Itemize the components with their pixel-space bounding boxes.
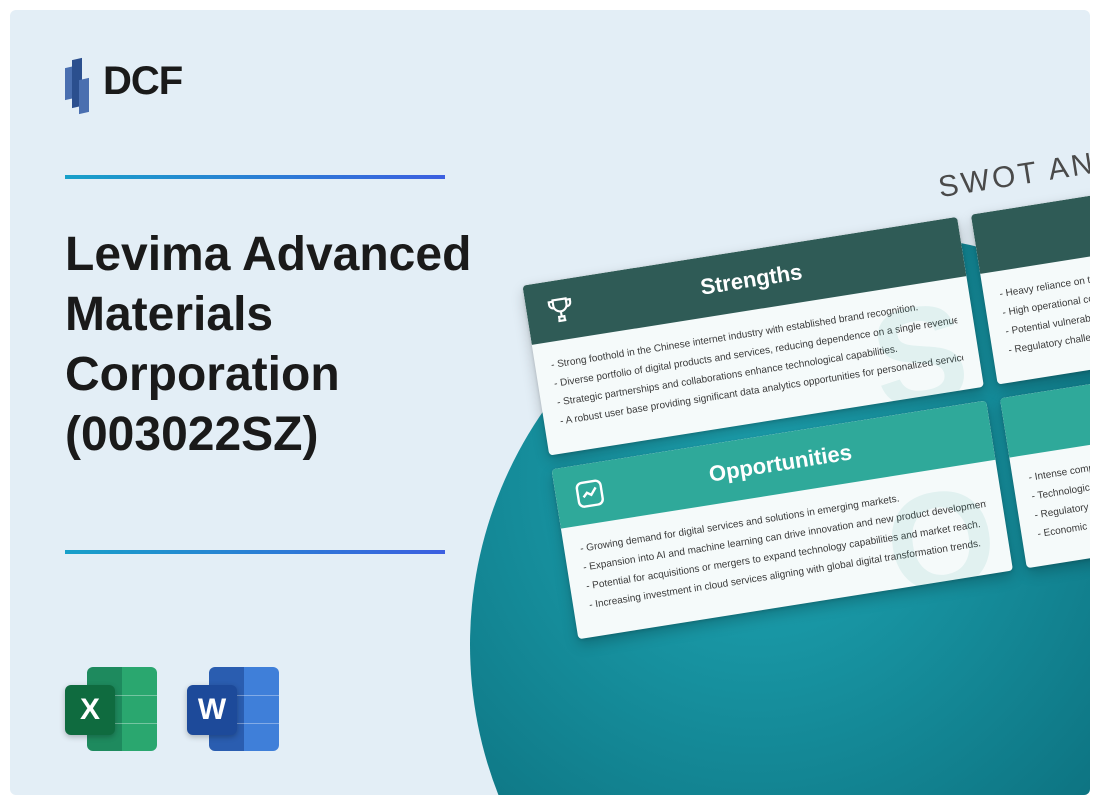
content-card: DCF Levima Advanced Materials Corporatio… [10,10,1090,795]
divider-bottom [65,550,445,554]
word-file-icon: W [187,663,279,755]
trophy-icon [542,292,579,329]
page-title: Levima Advanced Materials Corporation (0… [65,225,495,465]
swot-threats-panel: - Intense competition - Technological di… [1000,356,1090,568]
logo-text: DCF [103,59,182,104]
excel-badge: X [65,685,115,735]
swot-weaknesses-panel: - Heavy reliance on the domestic - High … [971,172,1090,384]
title-block: Levima Advanced Materials Corporation (0… [65,225,495,465]
word-badge: W [187,685,237,735]
brand-logo: DCF [65,55,182,107]
excel-file-icon: X [65,663,157,755]
logo-mark [65,55,89,107]
divider-top [65,175,445,179]
swot-analysis: SWOT ANALYSIS Strengths - Strong foothol… [515,125,1090,639]
file-icons: X W [65,663,279,755]
chart-icon [571,475,608,512]
